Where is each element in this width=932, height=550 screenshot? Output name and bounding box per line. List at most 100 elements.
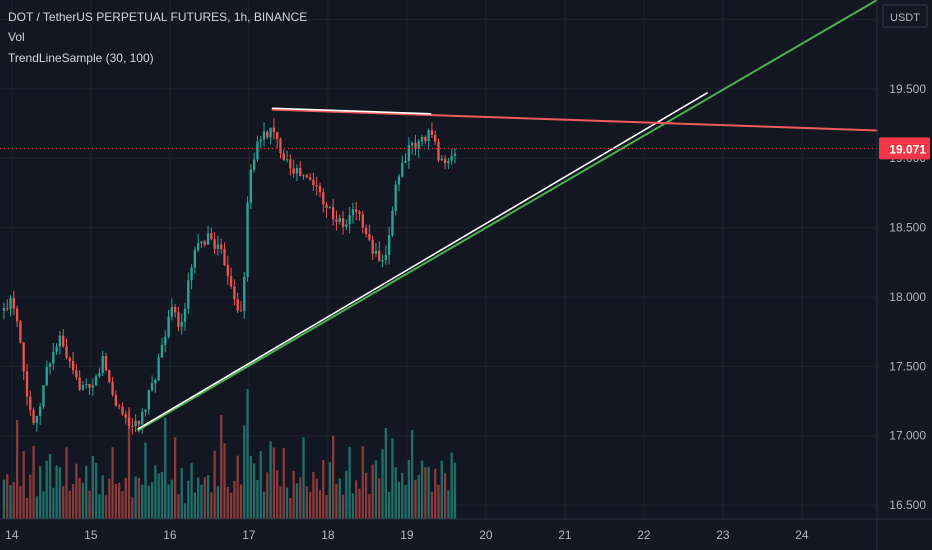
volume-bar [111,447,114,519]
volume-bar [450,452,453,519]
volume-bar [193,492,197,519]
candle-body [420,137,424,142]
candle-body [338,218,341,222]
candle-body [114,394,118,406]
candle-body [285,159,289,161]
candle-body [68,357,71,361]
volume-bar [233,480,236,519]
volume-bar [42,491,45,519]
volume-bar [430,491,434,519]
volume-bar [200,484,203,519]
candle-body [206,233,210,245]
volume-bar [124,477,127,519]
currency-badge[interactable] [882,4,928,28]
candle-body [361,214,364,228]
trend-line-resistance[interactable] [271,108,878,132]
volume-bar [229,492,233,519]
candle-body [236,299,239,311]
candle-body [243,276,246,311]
candle-body [391,210,394,236]
volume-bar [351,493,355,519]
x-tick-label: 22 [637,528,651,542]
volume-bar [81,482,85,519]
volume-bar [302,437,305,519]
trend-lines[interactable] [137,0,878,432]
candle-body [210,233,213,240]
symbol-title: DOT / TetherUS PERPETUAL FUTURES, 1h, BI… [8,10,308,24]
volume-bar [22,451,25,519]
candle-body [187,280,190,309]
candle-body [453,153,457,156]
candle-body [328,207,332,209]
volume-bar [401,472,404,519]
volume-bar [282,447,285,519]
volume-bar [101,475,104,519]
volume-bar [75,463,78,519]
volume-bar [299,477,302,519]
volume-bar [384,428,387,519]
candle-body [299,168,302,177]
candle-body [35,415,39,424]
candle-body [183,308,187,322]
candle-body [348,215,351,225]
volume-bar [177,494,180,519]
candle-body [121,406,124,415]
volume-bar [220,415,223,519]
candle-body [45,366,48,386]
y-tick-label: 19.500 [889,82,926,96]
x-tick-label: 18 [321,528,335,542]
volume-bar [62,486,65,519]
trend-line-support-pivot[interactable] [137,92,708,430]
candle-body [55,346,58,352]
candle-body [131,426,134,428]
candle-body [305,175,308,178]
trend-line-resistance-pivot[interactable] [271,107,432,115]
candle-body [259,139,262,142]
trend-line-support[interactable] [137,0,878,432]
volume-bar [98,494,101,519]
volume-bar [167,484,170,519]
candle-body [203,241,206,245]
candle-body [381,259,384,262]
candle-body [104,356,108,371]
candle-body [322,192,325,205]
volume-bar [15,420,19,519]
volume-bar [134,476,137,519]
candle-body [252,159,256,170]
volume-bar [48,454,52,519]
volume-bar [197,477,200,519]
volume-bar [417,474,420,519]
candle-body [397,176,401,185]
volume-bar [407,459,411,519]
candle-body [430,130,434,136]
volume-bar [55,465,58,519]
candle-body [302,175,305,177]
volume-bar [332,435,335,519]
volume-bar [325,494,328,519]
volume-bar [94,463,98,519]
volume-bar [121,491,124,519]
candle-body [98,372,101,377]
candle-body [78,377,81,390]
candle-body [424,137,427,142]
candle-body [318,186,322,193]
volume-bar [269,441,272,519]
candle-body [29,396,32,411]
candle-body [335,219,338,222]
candle-body [358,211,361,215]
volume-bar [440,460,443,519]
volume-bar [361,446,364,519]
candle-body [239,310,243,312]
x-tick-label: 16 [163,528,177,542]
candle-body [190,267,193,281]
volume-bar [118,482,121,519]
volume-bar [335,483,338,519]
candle-body [164,336,167,345]
volume-bar [411,430,414,519]
volume-bar [65,447,68,519]
volume-bar [226,486,229,519]
